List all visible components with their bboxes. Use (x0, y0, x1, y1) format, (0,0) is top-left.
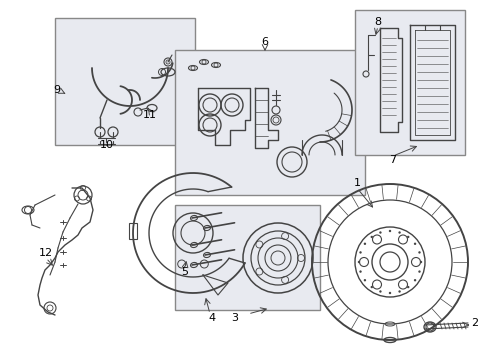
Circle shape (418, 270, 421, 273)
Circle shape (407, 236, 410, 238)
Text: 5: 5 (181, 267, 189, 277)
Circle shape (418, 251, 421, 254)
Bar (175, 205, 320, 310)
Circle shape (389, 292, 391, 294)
Circle shape (398, 290, 401, 293)
Text: 4: 4 (208, 313, 216, 323)
Text: 7: 7 (390, 155, 396, 165)
Circle shape (370, 286, 373, 288)
Bar (175, 50, 365, 195)
Bar (55, 18, 195, 145)
Circle shape (398, 231, 401, 234)
Text: 12: 12 (39, 248, 53, 258)
Text: 6: 6 (262, 37, 269, 47)
Text: 8: 8 (374, 17, 382, 27)
Circle shape (364, 243, 366, 245)
Circle shape (359, 270, 362, 273)
Bar (355, 10, 465, 155)
Text: 11: 11 (143, 110, 157, 120)
Circle shape (358, 261, 360, 263)
Circle shape (389, 230, 391, 232)
Text: 9: 9 (53, 85, 61, 95)
Circle shape (370, 236, 373, 238)
Circle shape (420, 261, 422, 263)
Circle shape (414, 279, 416, 282)
Circle shape (364, 279, 366, 282)
Circle shape (379, 231, 382, 234)
Text: 1: 1 (353, 178, 361, 188)
Circle shape (379, 290, 382, 293)
Circle shape (407, 286, 410, 288)
Bar (129, 223, 137, 239)
Circle shape (359, 251, 362, 254)
Text: 10: 10 (100, 140, 114, 150)
Circle shape (414, 243, 416, 245)
Text: 2: 2 (471, 318, 479, 328)
Text: 3: 3 (231, 313, 239, 323)
